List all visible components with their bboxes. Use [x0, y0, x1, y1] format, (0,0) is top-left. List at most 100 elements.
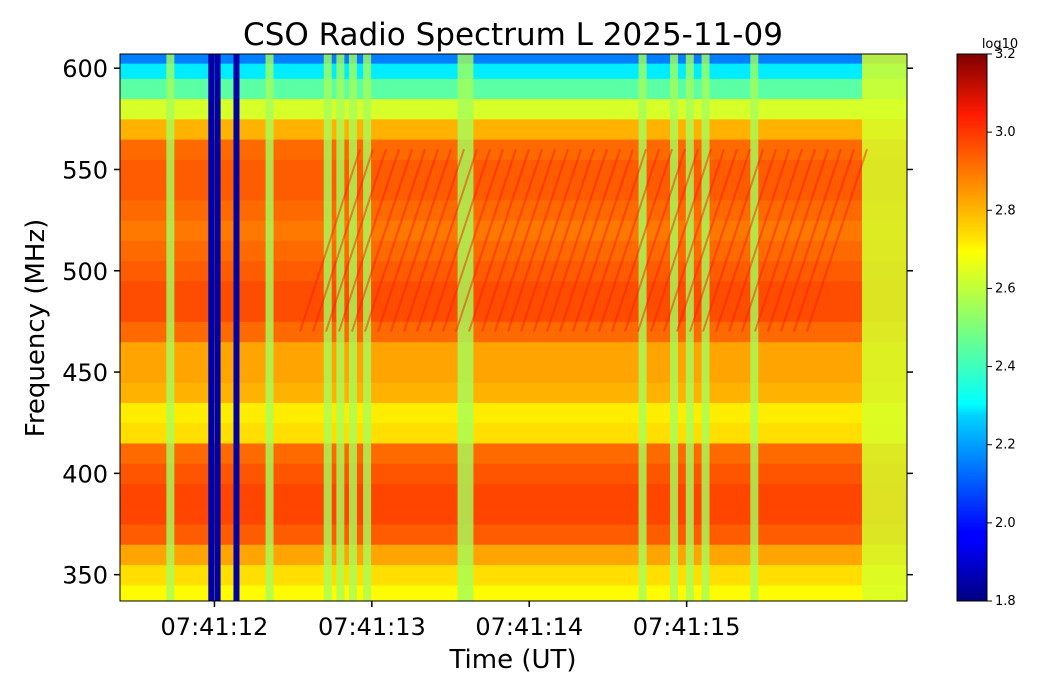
colorbar-ticks: 1.8 2.0 2.2 2.4 2.6 2.8 3.0 3.2 [987, 47, 1016, 609]
frequency-band [120, 544, 907, 566]
drift-stripe [806, 148, 868, 332]
frequency-band [120, 321, 907, 343]
drift-stripe [338, 148, 400, 332]
chart-title: CSO Radio Spectrum L 2025-11-09 [243, 17, 783, 53]
drift-stripe [637, 148, 699, 332]
frequency-band [120, 260, 907, 282]
frequency-band [120, 54, 907, 64]
frequency-band [120, 301, 907, 322]
drift-stripe [728, 148, 790, 332]
drift-stripe [312, 148, 374, 332]
x-tick-label: 07:41:12 [161, 613, 269, 641]
drift-stripe [520, 148, 582, 332]
drift-stripe [780, 148, 842, 332]
frequency-band [120, 584, 907, 601]
drift-stripe [650, 148, 712, 332]
colorbar-tick-label: 2.8 [995, 203, 1016, 218]
colorbar-tick-label: 2.6 [995, 281, 1016, 296]
light-time-column [685, 54, 694, 601]
frequency-band [120, 463, 907, 484]
drift-stripe [689, 148, 751, 332]
drift-stripe [390, 148, 452, 332]
spectrogram-plot-area [120, 54, 907, 601]
light-time-column [323, 54, 332, 601]
drift-stripe [533, 148, 595, 332]
drift-stripe [767, 148, 829, 332]
frequency-bands [120, 54, 907, 601]
frequency-band [120, 220, 907, 241]
frequency-band [120, 341, 907, 363]
drift-stripe [754, 148, 816, 332]
drift-stripe [702, 148, 764, 332]
frequency-band [120, 98, 907, 120]
y-axis-label: Frequency (MHz) [21, 219, 51, 438]
dark-time-column [208, 54, 215, 601]
light-time-column [670, 54, 679, 601]
colorbar-tick-label: 2.2 [995, 438, 1016, 453]
y-tick-label: 500 [62, 258, 108, 286]
frequency-band [120, 118, 907, 140]
x-axis-ticks: 07:41:12 07:41:13 07:41:14 07:41:15 [161, 601, 741, 641]
colorbar-tick-label: 3.0 [995, 125, 1016, 140]
drift-stripe [572, 148, 634, 332]
light-time-column [701, 54, 710, 601]
y-tick-label: 400 [62, 460, 108, 488]
drift-stripe [741, 148, 803, 332]
frequency-band [120, 361, 907, 383]
light-time-column [750, 54, 759, 601]
time-columns [166, 54, 907, 601]
dark-time-column [233, 54, 240, 601]
drift-stripe [377, 148, 439, 332]
drift-stripe [793, 148, 855, 332]
frequency-band [120, 179, 907, 201]
frequency-band [120, 78, 907, 100]
drift-stripe [715, 148, 777, 332]
right-edge-column [862, 54, 907, 601]
drift-stripe [546, 148, 608, 332]
colorbar-label: log10 [982, 37, 1018, 52]
light-time-column [363, 54, 372, 601]
drift-stripe [663, 148, 725, 332]
drift-stripe [585, 148, 647, 332]
drift-stripe [507, 148, 569, 332]
x-axis-label: Time (UT) [448, 645, 576, 675]
colorbar [956, 53, 988, 602]
drift-stripe [455, 148, 517, 332]
frequency-band [120, 199, 907, 221]
frequency-band [120, 382, 907, 403]
y-tick-label: 550 [62, 156, 108, 184]
colorbar-tick-label: 1.8 [995, 594, 1016, 609]
drift-stripe [299, 148, 361, 332]
drift-stripe [416, 148, 478, 332]
frequency-band [120, 442, 907, 464]
drift-stripes [299, 148, 868, 332]
drift-stripe [624, 148, 686, 332]
x-tick-label: 07:41:13 [318, 613, 426, 641]
frequency-band [120, 240, 907, 262]
x-tick-label: 07:41:15 [633, 613, 741, 641]
frequency-band [120, 139, 907, 160]
drift-stripe [494, 148, 556, 332]
drift-stripe [468, 148, 530, 332]
colorbar-tick-label: 2.4 [995, 360, 1016, 375]
frequency-band [120, 159, 907, 181]
y-tick-label: 450 [62, 359, 108, 387]
drift-stripe [598, 148, 660, 332]
y-tick-label: 600 [62, 55, 108, 83]
frequency-band [120, 503, 907, 525]
dark-time-column [214, 54, 221, 601]
light-time-column [638, 54, 647, 601]
plot-frame [119, 53, 908, 602]
light-time-column [465, 54, 474, 601]
x-tick-label: 07:41:14 [475, 613, 583, 641]
drift-stripe [611, 148, 673, 332]
drift-stripe [559, 148, 621, 332]
frequency-band [120, 402, 907, 424]
drift-stripe [442, 148, 504, 332]
light-time-column [166, 54, 175, 601]
light-time-column [457, 54, 466, 601]
drift-stripe [403, 148, 465, 332]
light-time-column [265, 54, 274, 601]
frequency-band [120, 524, 907, 545]
